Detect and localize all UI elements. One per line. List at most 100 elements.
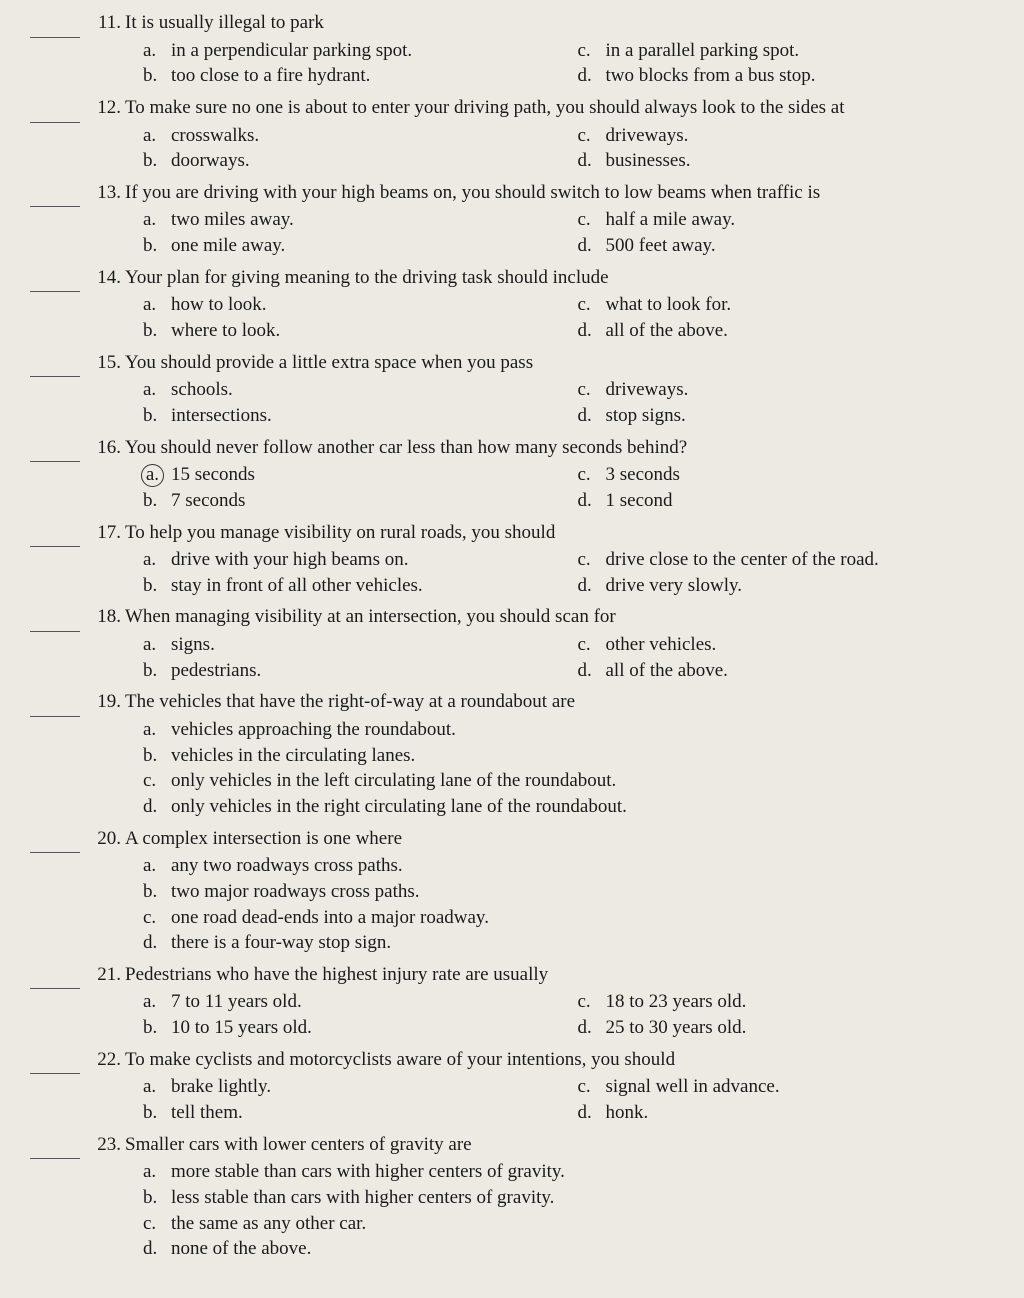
question-body: Pedestrians who have the highest injury … (125, 962, 994, 1041)
question-stem: To make cyclists and motorcyclists aware… (125, 1047, 994, 1073)
question-body: To help you manage visibility on rural r… (125, 520, 994, 599)
option-text: stop signs. (606, 403, 686, 429)
option-letter: c. (143, 905, 171, 931)
option: b.7 seconds (125, 488, 560, 514)
option-letter: c. (578, 207, 606, 233)
option-letter: b. (143, 658, 171, 684)
question-number: 23. (86, 1132, 125, 1262)
options-two-column: a.signs.b.pedestrians.c.other vehicles.d… (125, 632, 994, 683)
answer-blank[interactable] (30, 269, 80, 293)
option-text: signs. (171, 632, 215, 658)
option-text: 3 seconds (606, 462, 680, 488)
option-text: 7 seconds (171, 488, 245, 514)
answer-blank[interactable] (30, 523, 80, 547)
options-two-column: a.brake lightly.b.tell them. c.signal wel… (125, 1074, 994, 1125)
option: b.less stable than cars with higher cent… (125, 1185, 994, 1211)
question-number: 21. (86, 962, 125, 1041)
option-letter: a. (143, 853, 171, 879)
options-two-column: a.two miles away.b.one mile away.c.half … (125, 207, 994, 258)
option-text: the same as any other car. (171, 1211, 366, 1237)
question: 22.To make cyclists and motorcyclists aw… (30, 1047, 994, 1126)
circled-answer: a. (141, 464, 164, 487)
question: 17.To help you manage visibility on rura… (30, 520, 994, 599)
answer-blank[interactable] (30, 608, 80, 632)
question-stem: Your plan for giving meaning to the driv… (125, 265, 994, 291)
option: d.stop signs. (560, 403, 995, 429)
option: d.all of the above. (560, 658, 995, 684)
option: c.only vehicles in the left circulating … (125, 768, 994, 794)
answer-blank[interactable] (30, 14, 80, 38)
option: d.500 feet away. (560, 233, 995, 259)
option-letter: d. (578, 63, 606, 89)
option-text: 7 to 11 years old. (171, 989, 302, 1015)
options-two-column: a.15 secondsb.7 secondsc.3 secondsd.1 se… (125, 462, 994, 513)
option-text: 1 second (606, 488, 673, 514)
option-letter: d. (578, 573, 606, 599)
option: b.vehicles in the circulating lanes. (125, 743, 994, 769)
option-text: one mile away. (171, 233, 285, 259)
option-letter: d. (578, 658, 606, 684)
option-text: driveways. (606, 377, 689, 403)
question: 11.It is usually illegal to parka.in a p… (30, 10, 994, 89)
option: c.signal well in advance. (560, 1074, 995, 1100)
option-letter: a. (143, 292, 171, 318)
options-two-column: a.drive with your high beams on.b.stay i… (125, 547, 994, 598)
option-letter: c. (578, 377, 606, 403)
options-right: c.signal well in advance.d.honk. (560, 1074, 995, 1125)
option-text: other vehicles. (606, 632, 717, 658)
option: c.driveways. (560, 377, 995, 403)
options-two-column: a.crosswalks.b.doorways.c.driveways.d.bu… (125, 123, 994, 174)
question-stem: To make sure no one is about to enter yo… (125, 95, 994, 121)
option-text: where to look. (171, 318, 280, 344)
option: b.intersections. (125, 403, 560, 429)
question-body: To make cyclists and motorcyclists aware… (125, 1047, 994, 1126)
option-letter: b. (143, 879, 171, 905)
options-right: c.other vehicles.d.all of the above. (560, 632, 995, 683)
option: b.one mile away. (125, 233, 560, 259)
option-text: schools. (171, 377, 233, 403)
options-right: c.drive close to the center of the road.… (560, 547, 995, 598)
option-letter: b. (143, 318, 171, 344)
answer-blank[interactable] (30, 1051, 80, 1075)
question: 15.You should provide a little extra spa… (30, 350, 994, 429)
option-letter: a. (143, 377, 171, 403)
option: c.in a parallel parking spot. (560, 38, 995, 64)
answer-blank[interactable] (30, 99, 80, 123)
answer-blank[interactable] (30, 353, 80, 377)
option: b.too close to a fire hydrant. (125, 63, 560, 89)
option-letter: b. (143, 1100, 171, 1126)
option: a.brake lightly. (125, 1074, 560, 1100)
options-left: a.15 secondsb.7 seconds (125, 462, 560, 513)
option-text: crosswalks. (171, 123, 259, 149)
option: d.none of the above. (125, 1236, 994, 1262)
option-letter: d. (578, 1100, 606, 1126)
question-stem: To help you manage visibility on rural r… (125, 520, 994, 546)
option-text: 18 to 23 years old. (606, 989, 747, 1015)
option-letter: d. (578, 1015, 606, 1041)
question-stem: It is usually illegal to park (125, 10, 994, 36)
option-text: all of the above. (606, 318, 728, 344)
options-stacked: a.vehicles approaching the roundabout.b.… (125, 717, 994, 820)
question-body: You should provide a little extra space … (125, 350, 994, 429)
answer-blank[interactable] (30, 829, 80, 853)
question-stem: A complex intersection is one where (125, 826, 994, 852)
question-body: Smaller cars with lower centers of gravi… (125, 1132, 994, 1262)
question-body: You should never follow another car less… (125, 435, 994, 514)
option: b.doorways. (125, 148, 560, 174)
answer-blank[interactable] (30, 184, 80, 208)
answer-blank[interactable] (30, 438, 80, 462)
option: a.drive with your high beams on. (125, 547, 560, 573)
answer-blank[interactable] (30, 966, 80, 990)
option-letter: b. (143, 1015, 171, 1041)
question: 23.Smaller cars with lower centers of gr… (30, 1132, 994, 1262)
options-left: a.two miles away.b.one mile away. (125, 207, 560, 258)
option-text: 25 to 30 years old. (606, 1015, 747, 1041)
option-text: tell them. (171, 1100, 243, 1126)
question: 12.To make sure no one is about to enter… (30, 95, 994, 174)
answer-blank[interactable] (30, 693, 80, 717)
answer-blank[interactable] (30, 1135, 80, 1159)
option-text: honk. (606, 1100, 649, 1126)
option: d.1 second (560, 488, 995, 514)
option-text: stay in front of all other vehicles. (171, 573, 423, 599)
option: a.in a perpendicular parking spot. (125, 38, 560, 64)
